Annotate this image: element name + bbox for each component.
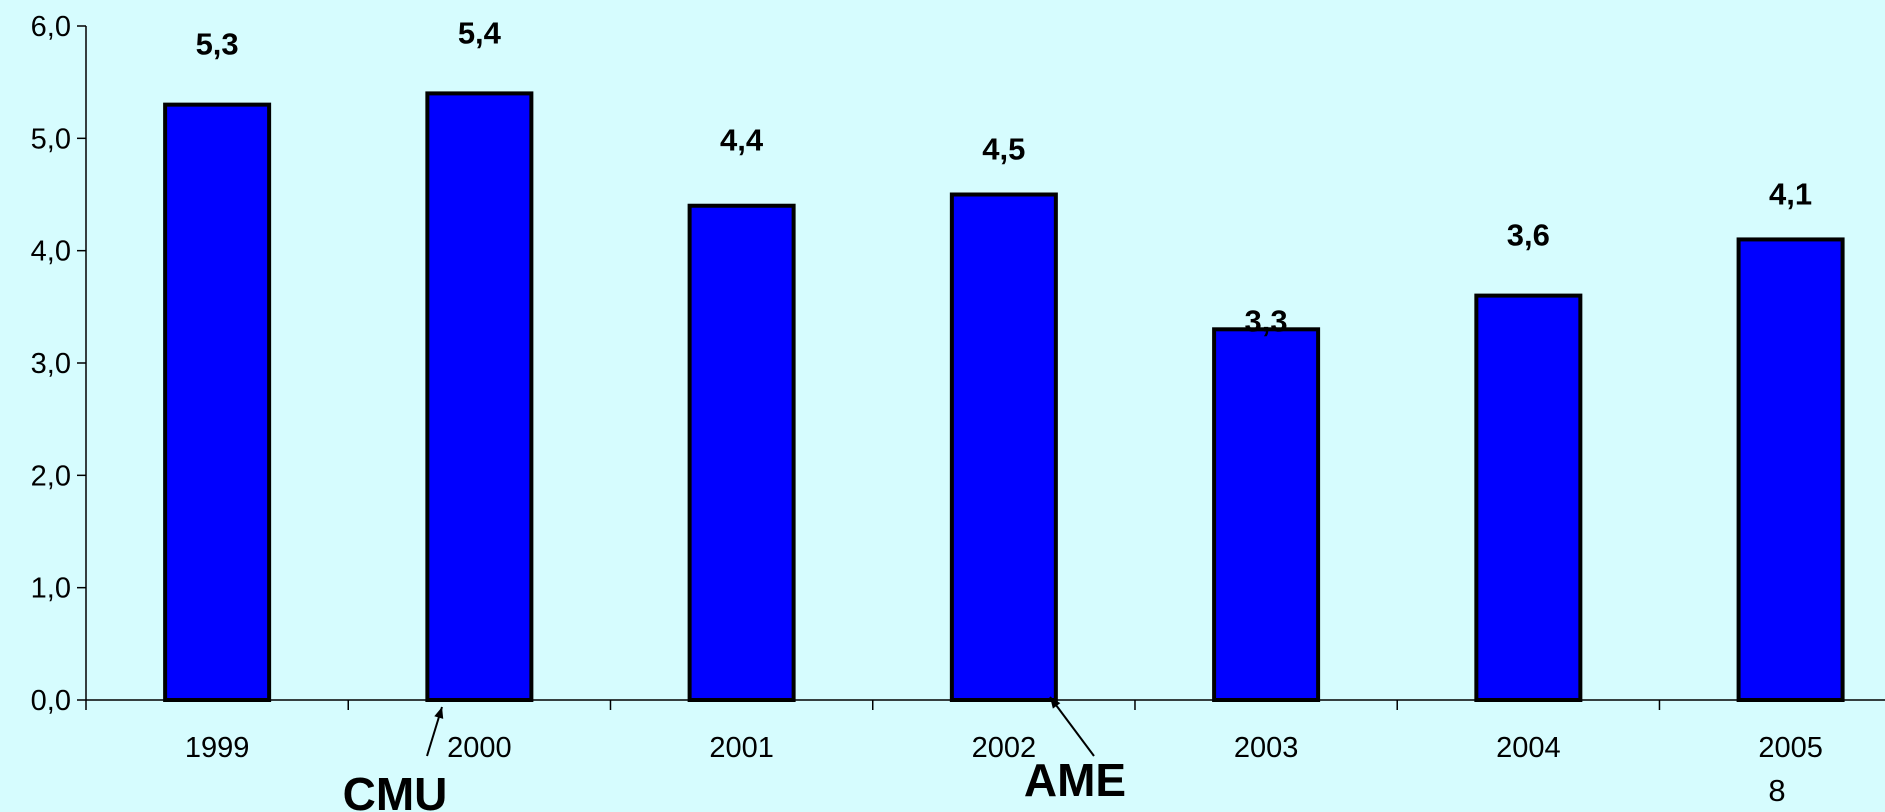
x-tick-label-2004: 2004 (1496, 732, 1561, 764)
data-label-2001: 4,4 (720, 123, 764, 158)
bar-2000 (425, 91, 534, 702)
data-label-2003: 3,3 (1245, 303, 1288, 338)
bar-1999 (163, 102, 272, 702)
labels: 1999 5,3 2000 5,4 2001 4,4 2002 4,5 2003 3,3 2004 3… (185, 15, 1823, 764)
data-label-2002: 4,5 (982, 132, 1025, 167)
page-number: 8 (1768, 773, 1785, 808)
data-label-1999: 5,3 (196, 27, 239, 62)
bar-2001 (687, 203, 796, 702)
bar-2003 (1212, 327, 1321, 702)
x-tick-label-1999: 1999 (185, 732, 250, 764)
y-tick-label: 5,0 (31, 123, 71, 155)
y-tick-label: 6,0 (31, 11, 71, 43)
y-tick-label: 4,0 (31, 236, 71, 268)
annotation-arrow-ame (1049, 696, 1095, 757)
data-label-2004: 3,6 (1507, 218, 1550, 253)
x-tick-label-2005: 2005 (1758, 732, 1823, 764)
x-tick-label-2001: 2001 (709, 732, 774, 764)
x-tick-label-2000: 2000 (447, 732, 512, 764)
y-tick-label: 2,0 (31, 460, 71, 492)
annotation-ame: AME (1024, 754, 1126, 806)
bar-2005 (1736, 237, 1845, 703)
bar-2002 (949, 192, 1058, 702)
data-label-2000: 5,4 (458, 15, 502, 50)
annotation-arrowhead-cmu (434, 707, 444, 719)
axes: 0,0 1,0 2,0 3,0 4,0 5,0 6,0 (31, 11, 1885, 717)
y-tick-label: 3,0 (31, 348, 71, 380)
annotations: CMU AME (343, 696, 1126, 812)
bar-2004 (1474, 293, 1583, 702)
annotation-cmu: CMU (343, 768, 448, 812)
y-tick-label: 1,0 (31, 573, 71, 605)
data-label-2005: 4,1 (1769, 176, 1812, 211)
bars (163, 91, 1845, 703)
x-tick-label-2002: 2002 (972, 732, 1037, 764)
y-tick-label: 0,0 (31, 685, 71, 717)
x-tick-label-2003: 2003 (1234, 732, 1299, 764)
annotation-arrowhead-ame (1050, 697, 1061, 709)
